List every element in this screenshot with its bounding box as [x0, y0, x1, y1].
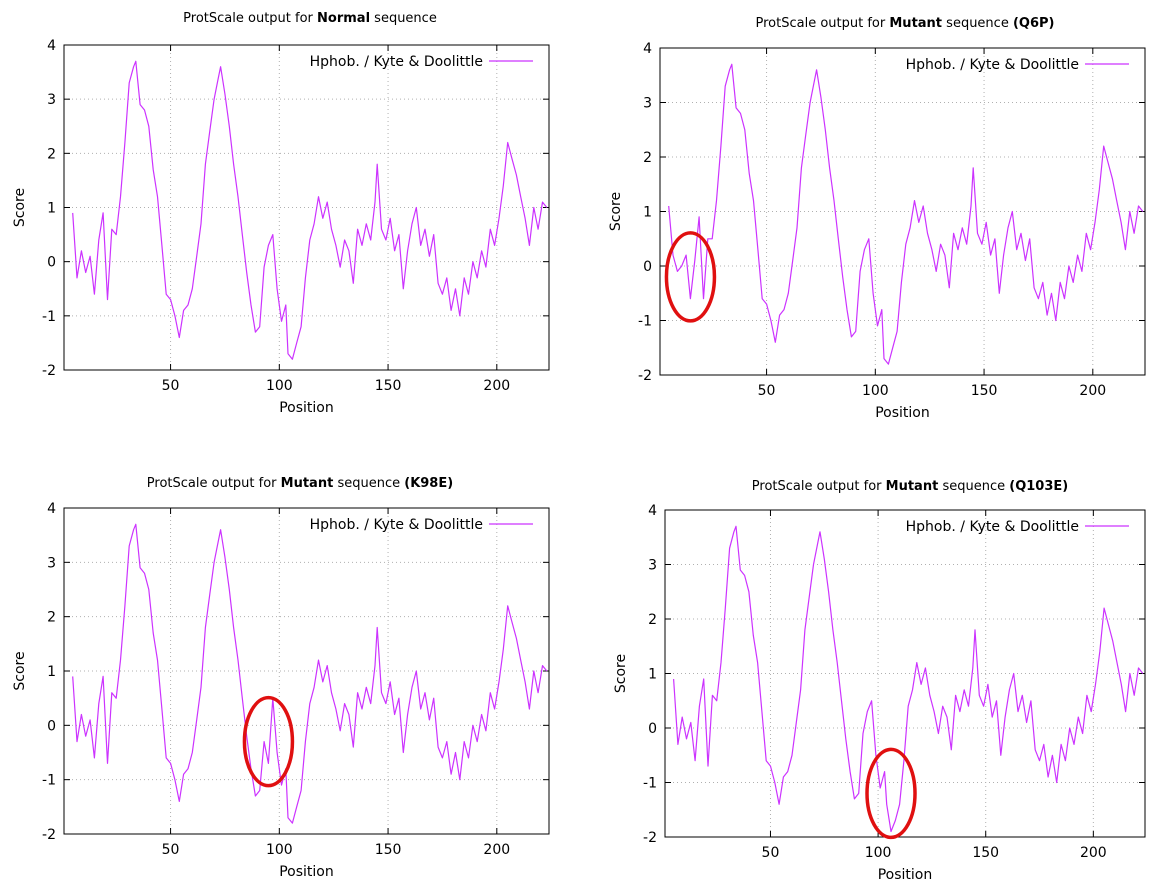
x-tick-label: 50	[162, 842, 180, 858]
x-axis-label: Position	[279, 400, 334, 416]
y-tick-label: 2	[47, 146, 56, 162]
x-axis-label: Position	[878, 867, 933, 883]
y-axis-label: Score	[12, 188, 28, 227]
title-suffix: sequence	[942, 479, 1005, 494]
title-prefix: ProtScale output for	[756, 16, 886, 31]
y-tick-label: 1	[47, 201, 56, 217]
x-tick-label: 200	[483, 378, 510, 394]
x-tick-label: 200	[1080, 845, 1107, 861]
chart-title: ProtScale output for Mutant sequence (K9…	[147, 476, 453, 491]
y-axis-label: Score	[608, 192, 624, 231]
legend-label: Hphob. / Kyte & Doolittle	[310, 54, 483, 70]
title-prefix: ProtScale output for	[183, 11, 313, 26]
y-tick-label: 4	[47, 501, 56, 517]
y-tick-label: -1	[42, 309, 56, 325]
y-tick-label: -2	[638, 368, 652, 384]
title-prefix: ProtScale output for	[752, 479, 882, 494]
x-tick-label: 100	[862, 383, 889, 399]
chart-panel-1: ProtScale output for Mutant sequence (Q6…	[608, 16, 1146, 421]
legend-label: Hphob. / Kyte & Doolittle	[906, 519, 1079, 535]
x-axis-label: Position	[279, 864, 334, 880]
y-tick-label: -2	[42, 827, 56, 843]
y-axis-label: Score	[613, 654, 629, 693]
y-axis-label: Score	[12, 651, 28, 690]
y-tick-label: 0	[47, 255, 56, 271]
y-tick-label: 0	[47, 718, 56, 734]
chart-panel-0: ProtScale output for Normal sequence -2 -1…	[12, 11, 550, 416]
y-tick-label: 2	[47, 610, 56, 626]
x-tick-label: 50	[758, 383, 776, 399]
title-bold: Normal	[317, 11, 370, 26]
x-tick-label: 150	[375, 842, 402, 858]
x-tick-label: 150	[972, 845, 999, 861]
y-tick-label: 3	[47, 555, 56, 571]
chart-title: ProtScale output for Mutant sequence (Q6…	[756, 16, 1055, 31]
y-tick-label: 0	[643, 259, 652, 275]
chart-title: ProtScale output for Normal sequence	[183, 11, 437, 26]
title-tag: (Q103E)	[1009, 479, 1068, 494]
mutation-highlight-ellipse	[664, 231, 717, 323]
x-tick-label: 50	[162, 378, 180, 394]
y-tick-label: 4	[648, 503, 657, 519]
y-tick-label: 3	[648, 558, 657, 574]
legend-label: Hphob. / Kyte & Doolittle	[310, 517, 483, 533]
y-tick-label: -1	[643, 776, 657, 792]
series-line-hydrophobicity	[668, 63, 1144, 365]
y-tick-label: -1	[638, 314, 652, 330]
series-line-hydrophobicity	[72, 523, 548, 824]
x-tick-label: 200	[1079, 383, 1106, 399]
x-tick-label: 50	[762, 845, 780, 861]
y-tick-label: 2	[648, 612, 657, 628]
y-tick-label: -2	[643, 830, 657, 846]
mutation-highlight-ellipse	[242, 695, 295, 788]
x-tick-label: 100	[865, 845, 892, 861]
x-tick-label: 100	[266, 378, 293, 394]
title-tag: (K98E)	[404, 476, 453, 491]
title-bold: Mutant	[886, 479, 939, 494]
chart-panel-2: ProtScale output for Mutant sequence (K9…	[12, 476, 550, 880]
series-line-hydrophobicity	[72, 60, 548, 360]
y-tick-label: 2	[643, 150, 652, 166]
legend-label: Hphob. / Kyte & Doolittle	[906, 57, 1079, 73]
x-tick-label: 150	[971, 383, 998, 399]
y-tick-label: 1	[47, 664, 56, 680]
y-tick-label: -2	[42, 363, 56, 379]
title-suffix: sequence	[946, 16, 1009, 31]
x-axis-label: Position	[875, 405, 930, 421]
x-tick-label: 100	[266, 842, 293, 858]
y-tick-label: 0	[648, 721, 657, 737]
y-tick-label: 1	[648, 667, 657, 683]
y-tick-label: 3	[47, 92, 56, 108]
x-tick-label: 150	[375, 378, 402, 394]
y-tick-label: 3	[643, 96, 652, 112]
title-bold: Mutant	[281, 476, 334, 491]
y-tick-label: 1	[643, 205, 652, 221]
mutation-highlight-ellipse	[865, 747, 917, 840]
x-tick-label: 200	[483, 842, 510, 858]
title-suffix: sequence	[374, 11, 437, 26]
y-tick-label: 4	[47, 38, 56, 54]
title-tag: (Q6P)	[1013, 16, 1055, 31]
y-tick-label: -1	[42, 773, 56, 789]
title-suffix: sequence	[337, 476, 400, 491]
chart-panel-3: ProtScale output for Mutant sequence (Q1…	[613, 479, 1146, 883]
chart-title: ProtScale output for Mutant sequence (Q1…	[752, 479, 1068, 494]
series-line-hydrophobicity	[673, 525, 1144, 833]
title-bold: Mutant	[889, 16, 942, 31]
y-tick-label: 4	[643, 41, 652, 57]
title-prefix: ProtScale output for	[147, 476, 277, 491]
